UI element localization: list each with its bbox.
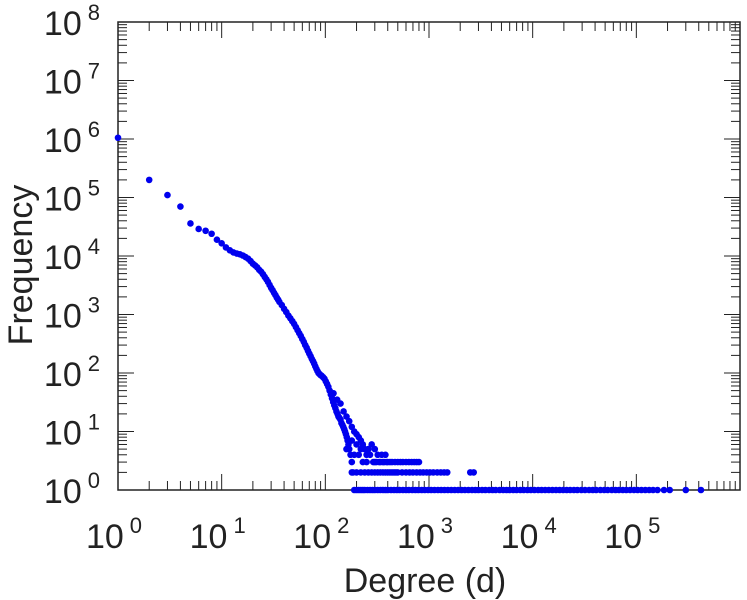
data-point <box>330 389 337 397</box>
data-point <box>177 203 184 210</box>
data-point <box>357 445 365 453</box>
data-point <box>355 451 363 459</box>
y-tick-label: 10 5 <box>44 176 100 219</box>
data-point <box>218 239 225 247</box>
x-tick-label: 10 2 <box>293 513 349 556</box>
data-point <box>195 225 202 233</box>
data-point <box>353 441 360 448</box>
data-point <box>666 486 674 494</box>
data-point <box>145 176 153 184</box>
data-point <box>202 227 209 235</box>
y-tick-label: 10 6 <box>44 117 100 160</box>
data-point <box>187 220 194 227</box>
y-tick-label: 10 1 <box>44 410 100 453</box>
data-point <box>365 445 372 453</box>
data-point <box>343 445 350 453</box>
plot-area <box>117 21 741 491</box>
y-tick-label: 10 7 <box>44 59 100 102</box>
x-axis-tick-labels: 10 0 10 1 10 2 10 3 10 4 10 5 <box>86 513 660 556</box>
data-point <box>697 486 705 494</box>
data-point <box>363 458 370 466</box>
data-point <box>682 486 690 494</box>
data-point <box>348 437 356 444</box>
y-tick-label: 10 3 <box>44 293 100 336</box>
data-points <box>114 134 705 494</box>
data-point <box>208 230 215 238</box>
y-tick-label: 10 4 <box>44 234 100 277</box>
data-point <box>366 451 374 459</box>
x-tick-label: 10 5 <box>604 513 660 556</box>
x-axis-title: Degree (d) <box>344 562 507 600</box>
data-point <box>348 458 356 466</box>
data-point <box>660 486 668 494</box>
data-point <box>164 191 171 199</box>
data-point <box>443 469 451 476</box>
data-point <box>654 486 661 494</box>
plot-frame <box>117 21 741 491</box>
x-tick-label: 10 3 <box>397 513 453 556</box>
data-point <box>345 417 353 425</box>
data-point <box>470 469 478 476</box>
data-point <box>340 408 347 415</box>
axis-ticks <box>117 22 740 491</box>
x-tick-label: 10 4 <box>501 513 557 556</box>
data-point <box>348 469 356 476</box>
data-point <box>213 236 221 243</box>
data-point <box>114 134 122 142</box>
x-tick-label: 10 0 <box>86 513 142 556</box>
data-point <box>382 451 389 459</box>
x-tick-label: 10 1 <box>190 513 246 556</box>
data-point <box>368 441 375 448</box>
y-tick-label: 10 0 <box>44 468 100 511</box>
data-point <box>415 458 423 466</box>
y-axis-title: Frequency <box>2 185 40 346</box>
y-tick-label: 10 2 <box>44 351 100 394</box>
data-point <box>371 445 379 453</box>
y-tick-label: 10 8 <box>44 0 100 43</box>
data-point <box>337 400 344 407</box>
